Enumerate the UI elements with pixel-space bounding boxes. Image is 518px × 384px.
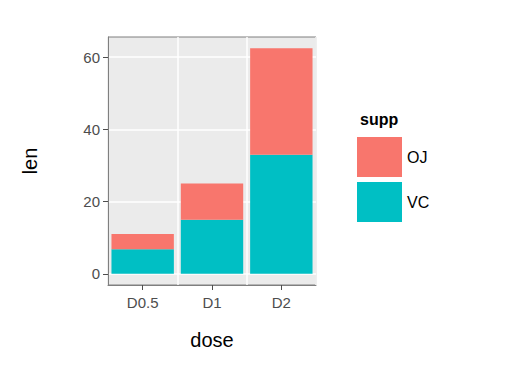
svg-text:D1: D1: [202, 294, 221, 311]
svg-text:20: 20: [83, 193, 100, 210]
svg-text:len: len: [19, 148, 41, 175]
svg-text:OJ: OJ: [407, 149, 427, 166]
svg-text:0: 0: [92, 265, 100, 282]
svg-text:40: 40: [83, 121, 100, 138]
svg-text:supp: supp: [360, 111, 398, 128]
svg-text:D0.5: D0.5: [127, 294, 159, 311]
svg-text:D2: D2: [272, 294, 291, 311]
svg-text:dose: dose: [190, 329, 233, 351]
svg-text:60: 60: [83, 49, 100, 66]
svg-text:VC: VC: [407, 194, 429, 211]
